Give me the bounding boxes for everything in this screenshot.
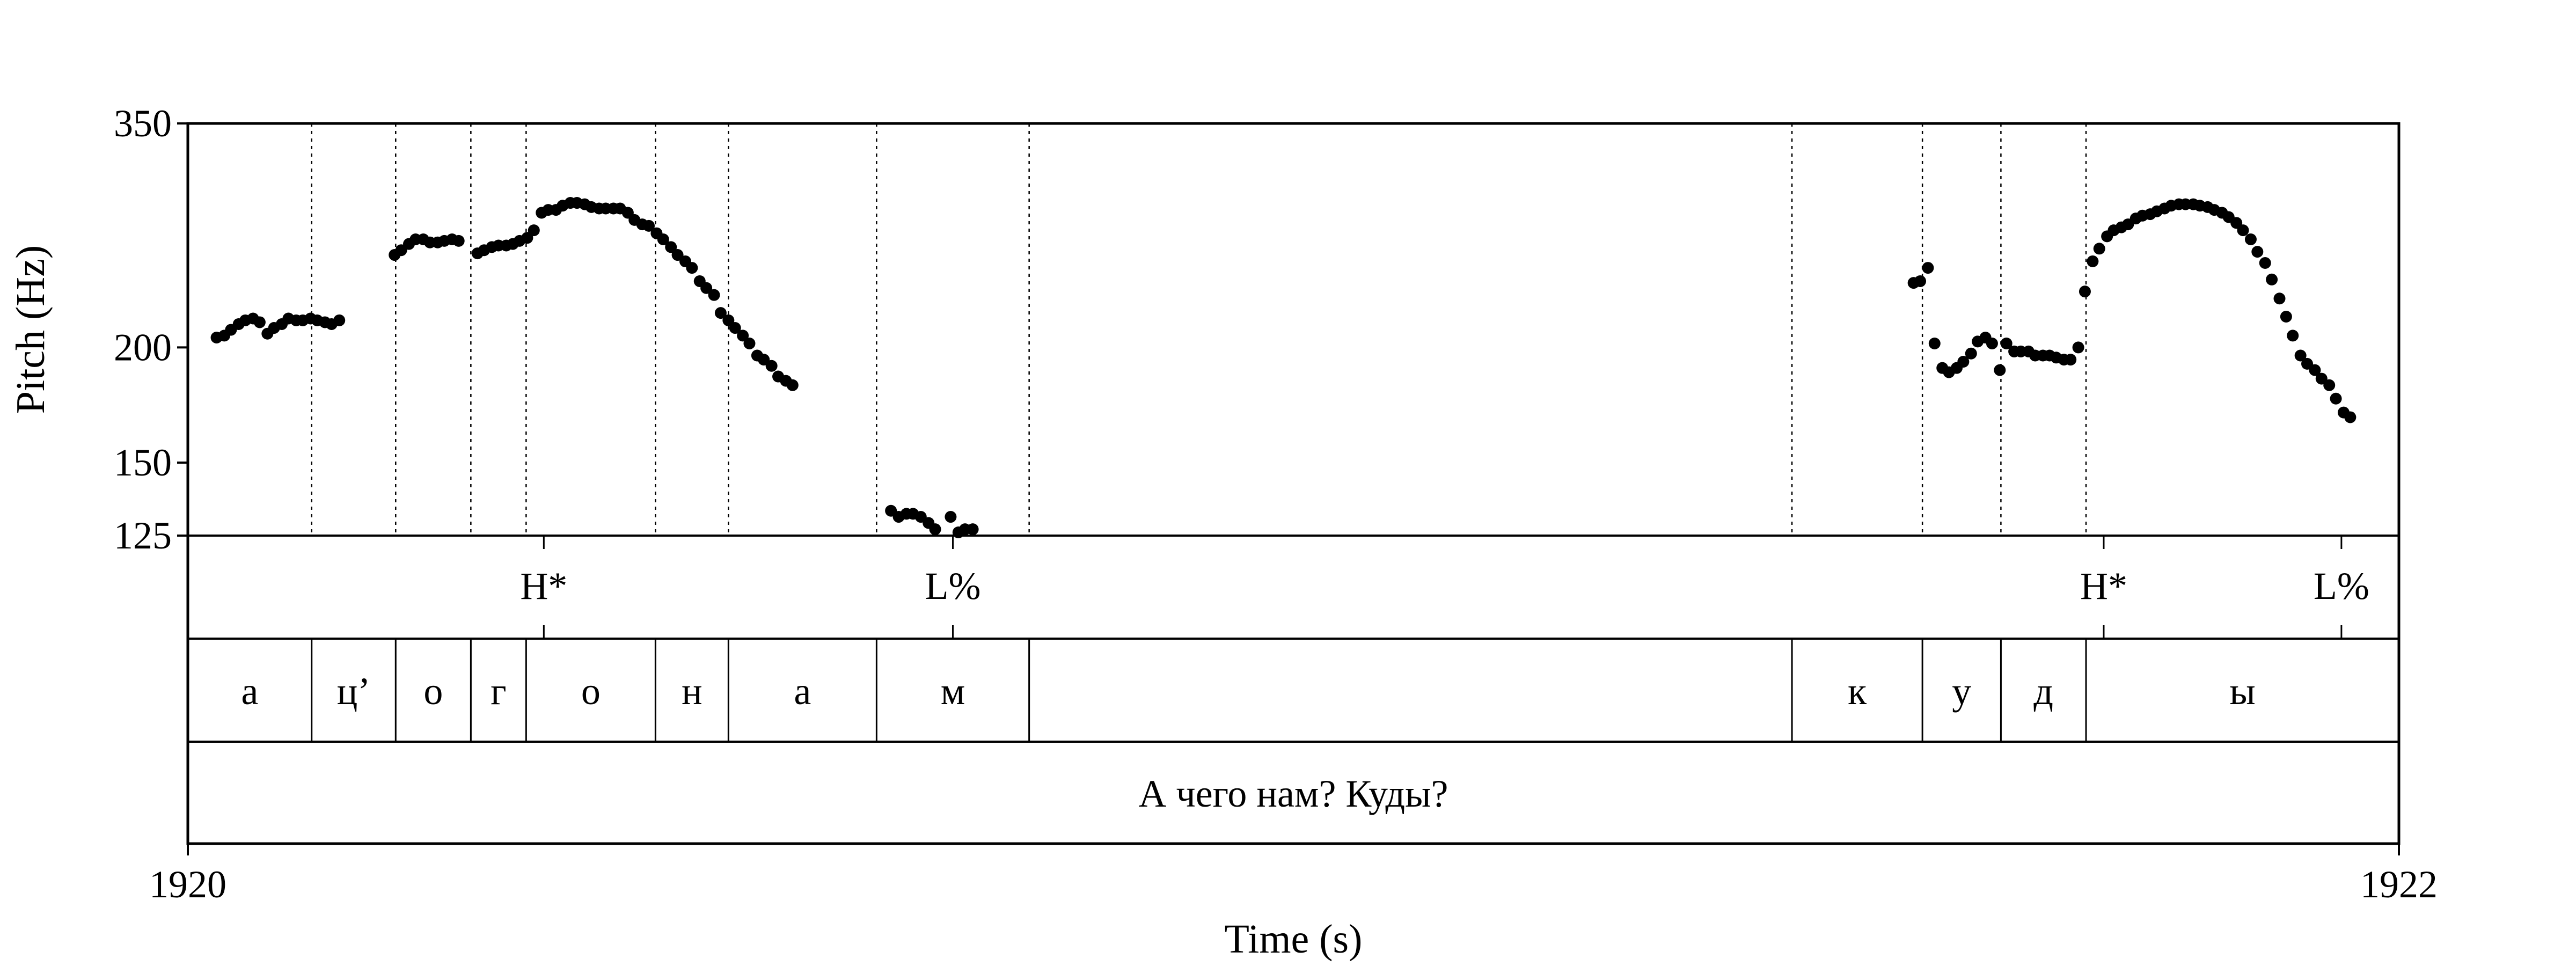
segment-label: а bbox=[241, 670, 258, 713]
pitch-point bbox=[2344, 411, 2357, 423]
pitch-point bbox=[2323, 379, 2336, 391]
pitch-point bbox=[2065, 354, 2077, 366]
segment-label: о bbox=[423, 670, 443, 713]
pitch-point bbox=[2330, 392, 2342, 405]
segment-label: ы bbox=[2229, 670, 2255, 713]
pitch-point bbox=[1914, 275, 1927, 287]
pitch-point bbox=[2315, 372, 2328, 385]
pitch-point bbox=[253, 316, 266, 328]
pitch-point bbox=[765, 360, 778, 372]
tone-label: L% bbox=[2314, 565, 2369, 608]
pitch-point bbox=[2259, 257, 2271, 269]
pitch-point bbox=[1994, 364, 2006, 376]
pitch-point bbox=[333, 314, 346, 326]
pitch-point bbox=[2079, 286, 2091, 298]
pitch-point bbox=[2087, 255, 2099, 267]
pitch-point bbox=[2309, 364, 2321, 376]
pitch-point bbox=[452, 235, 465, 247]
segment-label: к bbox=[1848, 670, 1867, 713]
segment-label: д bbox=[2033, 670, 2053, 713]
pitch-point bbox=[2280, 311, 2292, 323]
pitch-point bbox=[657, 233, 669, 246]
pitch-point bbox=[528, 224, 540, 237]
pitch-point bbox=[945, 511, 957, 523]
pitch-point bbox=[1986, 337, 1998, 349]
pitch-points bbox=[210, 197, 2357, 539]
pitch-point bbox=[2000, 337, 2012, 349]
segment-label: г bbox=[491, 670, 507, 713]
pitch-point bbox=[1922, 262, 1934, 274]
pitch-point bbox=[967, 523, 979, 536]
segment-label: м bbox=[941, 670, 965, 713]
pitch-point bbox=[714, 307, 727, 319]
pitch-point bbox=[2266, 273, 2278, 286]
pitch-point bbox=[708, 289, 720, 301]
pitch-point bbox=[1928, 337, 1941, 349]
plot-border bbox=[186, 122, 2401, 845]
pitch-point bbox=[737, 330, 749, 342]
x-tick-label: 1922 bbox=[2360, 863, 2438, 906]
pitch-point bbox=[1965, 347, 1977, 360]
pitch-point bbox=[2244, 233, 2257, 246]
plot-frame bbox=[186, 122, 2401, 845]
pitch-point bbox=[2273, 292, 2286, 305]
pitch-point bbox=[2294, 349, 2307, 362]
y-axis-label: Pitch (Hz) bbox=[8, 245, 53, 414]
pitch-point bbox=[2287, 330, 2299, 342]
y-tick-label: 125 bbox=[114, 514, 172, 557]
y-tick-label: 350 bbox=[114, 102, 172, 145]
tone-label: L% bbox=[925, 565, 981, 608]
pitch-point bbox=[686, 262, 698, 274]
pitch-point bbox=[2072, 341, 2084, 354]
annotation-tiers: H* L% H* L% а ц’ о г о н а м к у д ы А чего нам? Куды? bbox=[241, 536, 2369, 815]
segment-label: а bbox=[794, 670, 811, 713]
pitch-point bbox=[2251, 246, 2264, 258]
tone-label: H* bbox=[2080, 565, 2127, 608]
pitch-point bbox=[743, 337, 756, 349]
pitch-point bbox=[786, 379, 799, 391]
segment-label: у bbox=[1952, 670, 1971, 713]
pitch-point bbox=[929, 523, 941, 536]
tone-label: H* bbox=[520, 565, 567, 608]
segment-label: н bbox=[682, 670, 702, 713]
pitch-point bbox=[665, 241, 677, 253]
pitch-point bbox=[729, 322, 741, 334]
x-axis-label: Time (s) bbox=[1225, 917, 1363, 962]
segment-label: о bbox=[581, 670, 601, 713]
segment-label: ц’ bbox=[337, 670, 371, 713]
axes: Pitch (Hz) Time (s) 125 150 200 350 1920 1922 bbox=[8, 102, 2438, 962]
pitch-point bbox=[643, 219, 655, 232]
pitch-point bbox=[2093, 243, 2105, 255]
x-tick-label: 1920 bbox=[149, 863, 226, 906]
pitch-point bbox=[700, 282, 713, 294]
segment-boundary-lines bbox=[311, 123, 2087, 536]
pitch-point bbox=[1957, 355, 1970, 368]
phrase-label: А чего нам? Куды? bbox=[1139, 772, 1448, 815]
y-tick-label: 200 bbox=[114, 326, 172, 369]
y-tick-label: 150 bbox=[114, 441, 172, 484]
pitch-point bbox=[2237, 224, 2249, 237]
